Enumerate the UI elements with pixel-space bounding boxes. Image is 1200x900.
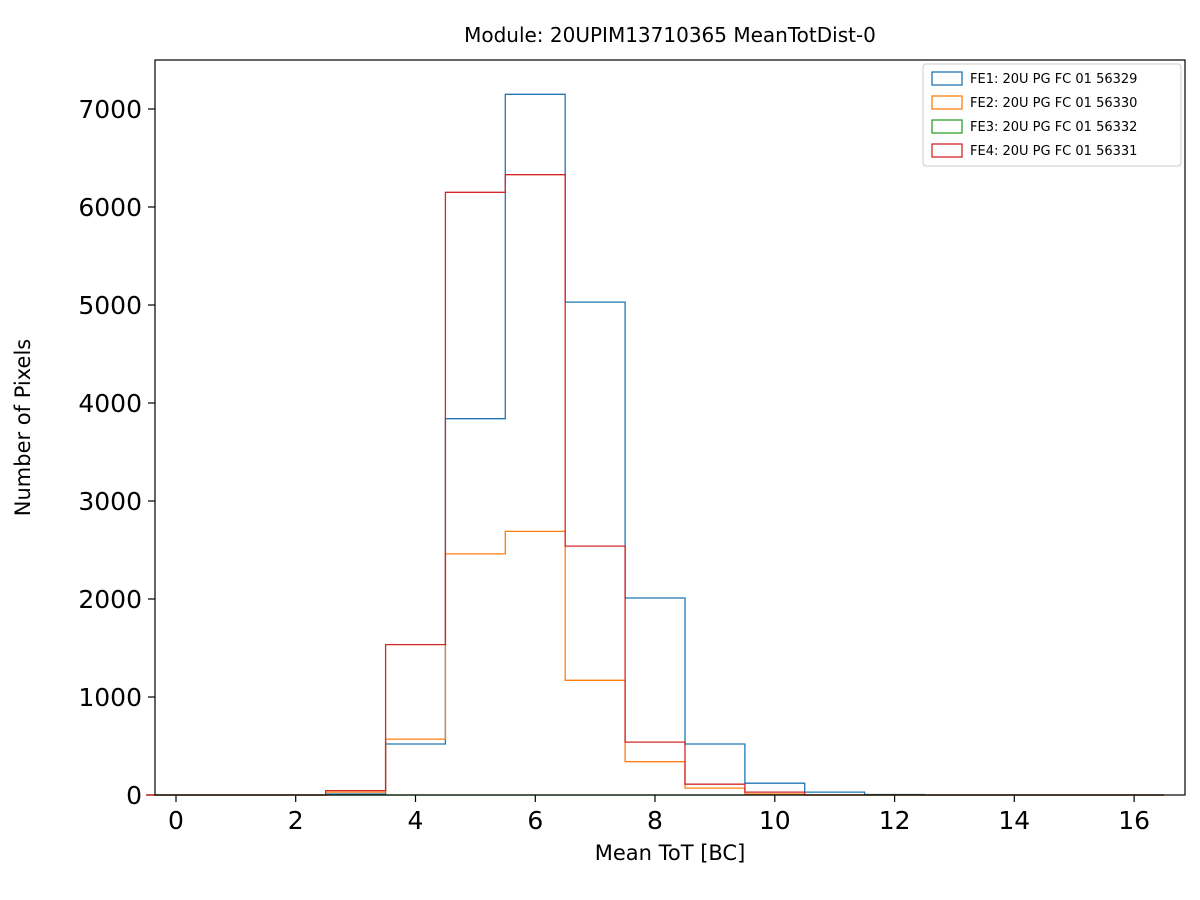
legend-label-2: FE2: 20U PG FC 01 56330 — [970, 96, 1137, 111]
x-tick-label: 14 — [998, 806, 1030, 835]
legend-label-4: FE4: 20U PG FC 01 56331 — [970, 144, 1137, 159]
series-1-step — [146, 93, 1164, 796]
plot-frame — [154, 59, 1186, 796]
x-tick-label: 6 — [527, 806, 543, 835]
y-tick-label: 4000 — [78, 389, 142, 418]
y-tick-label: 0 — [126, 781, 142, 810]
y-tick-label: 5000 — [78, 291, 142, 320]
legend-swatch-3 — [931, 119, 963, 134]
y-tick-label: 6000 — [78, 193, 142, 222]
x-tick-label: 4 — [408, 806, 424, 835]
chart-title: Module: 20UPIM13710365 MeanTotDist-0 — [464, 23, 876, 47]
series-2-step — [146, 530, 1164, 796]
legend-box — [922, 63, 1182, 167]
x-tick-label: 8 — [647, 806, 663, 835]
legend-swatch-2 — [931, 95, 963, 110]
legend-label-1: FE1: 20U PG FC 01 56329 — [970, 72, 1137, 87]
y-tick-label: 3000 — [78, 487, 142, 516]
x-tick-label: 16 — [1118, 806, 1150, 835]
y-tick-label: 2000 — [78, 585, 142, 614]
x-tick-label: 0 — [168, 806, 184, 835]
y-axis-label: Number of Pixels — [11, 339, 35, 516]
legend-swatch-1 — [931, 71, 963, 86]
x-tick-label: 10 — [759, 806, 791, 835]
x-tick-label: 2 — [288, 806, 304, 835]
legend-label-3: FE3: 20U PG FC 01 56332 — [970, 120, 1137, 135]
legend-swatch-4 — [931, 143, 963, 158]
y-tick-label: 7000 — [78, 95, 142, 124]
series-4-step — [146, 174, 1164, 796]
x-axis-label: Mean ToT [BC] — [595, 841, 746, 865]
x-tick-label: 12 — [879, 806, 911, 835]
y-tick-label: 1000 — [78, 683, 142, 712]
